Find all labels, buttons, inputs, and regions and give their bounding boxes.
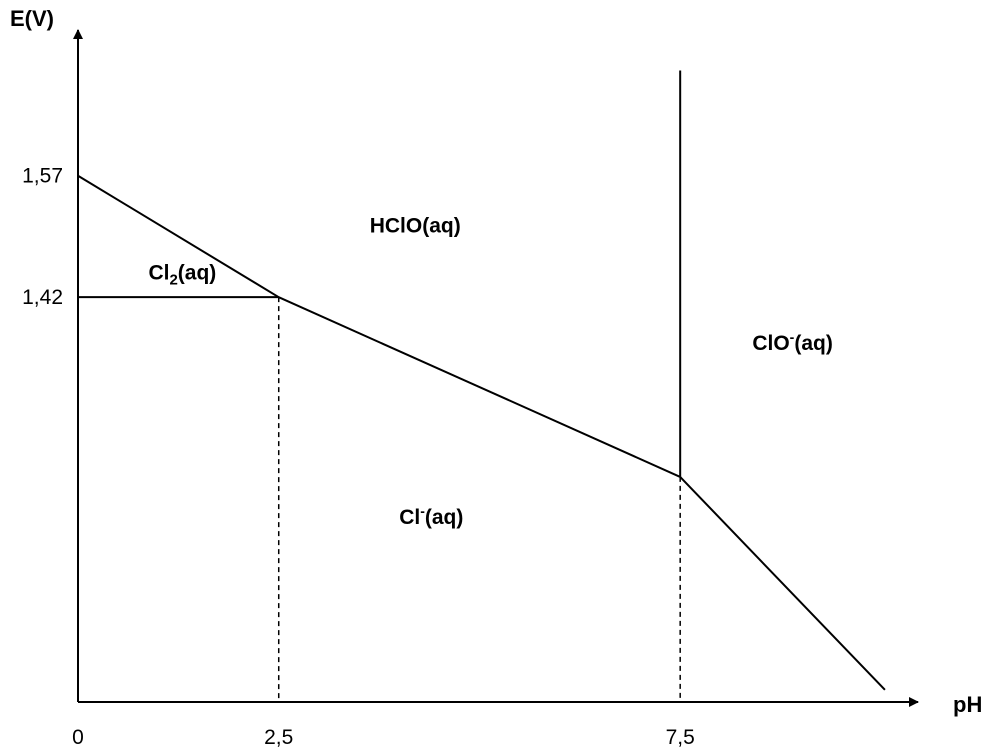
cl-formula-tail: (aq) [425, 506, 464, 529]
boundary-line-2 [278, 296, 681, 478]
clo-formula-superscript: - [790, 329, 795, 345]
region-label-cl2: Cl2(aq) [148, 261, 216, 288]
y-tick-labels: 1,57 1,42 [22, 165, 63, 309]
y-tick-label: 1,57 [22, 165, 63, 188]
x-tick-labels: 0 2,5 7,5 [72, 726, 695, 749]
y-axis-label: E(V) [10, 6, 54, 31]
hclo-formula: HClO(aq) [370, 214, 461, 237]
region-label-clo: ClO-(aq) [752, 329, 833, 355]
boundary-line-0 [77, 174, 280, 299]
cl2-formula-main: Cl [148, 261, 169, 284]
cl-formula-superscript: - [420, 503, 425, 519]
x-tick-label: 2,5 [264, 726, 293, 749]
x-tick-label: 0 [72, 726, 84, 749]
boundary-line-4 [679, 476, 886, 691]
region-labels: HClO(aq) Cl2(aq) ClO-(aq) Cl-(aq) [148, 214, 832, 528]
clo-formula-main: ClO [752, 332, 789, 355]
x-tick-label: 7,5 [666, 726, 695, 749]
clo-formula-tail: (aq) [794, 332, 833, 355]
y-tick-label: 1,42 [22, 286, 63, 309]
x-axis-label: pH [953, 692, 982, 717]
cl2-formula-subscript: 2 [169, 271, 177, 288]
region-label-cl: Cl-(aq) [399, 503, 463, 529]
region-label-hclo: HClO(aq) [370, 214, 461, 237]
boundary-lines [77, 70, 886, 702]
cl2-formula-tail: (aq) [178, 261, 217, 284]
cl-formula-main: Cl [399, 506, 420, 529]
